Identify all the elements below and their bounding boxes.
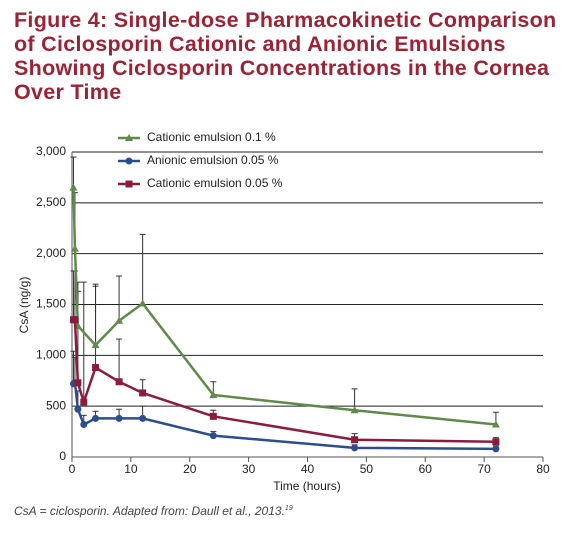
marker [125,134,133,141]
marker [125,180,133,188]
caption-text: CsA = ciclosporin. Adapted from: Daull e… [14,504,285,518]
marker [80,398,88,406]
marker [69,183,78,191]
caption: CsA = ciclosporin. Adapted from: Daull e… [14,504,293,518]
x-tick-label: 30 [242,462,256,476]
y-tick-label: 1,500 [36,297,66,311]
marker [74,405,82,413]
y-tick-label: 1,000 [36,348,66,362]
marker [71,316,79,324]
series-line [73,318,496,443]
marker [138,299,147,307]
y-tick-label: 2,000 [36,246,66,260]
legend-label: Anionic emulsion 0.05 % [147,153,279,167]
x-tick-label: 40 [301,462,315,476]
y-tick-label: 0 [59,449,66,463]
series-line [72,380,496,451]
marker [125,157,133,165]
marker [70,244,79,252]
x-tick-label: 80 [536,462,550,476]
x-axis-label: Time (hours) [273,479,341,493]
x-tick-label: 70 [477,462,491,476]
marker [139,414,147,422]
marker [209,412,217,420]
x-tick-label: 20 [183,462,197,476]
x-tick-label: 60 [419,462,433,476]
legend-label: Cationic emulsion 0.05 % [147,176,283,190]
caption-ref: 19 [284,505,293,512]
marker [351,444,359,452]
marker [115,316,124,324]
chart-title: Figure 4: Single-dose Pharmacokinetic Co… [14,8,557,104]
marker [80,420,88,428]
y-tick-label: 2,500 [36,195,66,209]
marker [350,406,359,414]
marker [139,389,147,397]
y-tick-label: 500 [46,398,66,412]
x-tick-label: 10 [124,462,138,476]
marker [491,420,500,428]
y-tick-label: 3,000 [36,144,66,158]
marker [92,414,100,422]
marker [492,445,500,453]
marker [492,438,500,446]
marker [92,364,100,372]
legend-label: Cationic emulsion 0.1 % [147,130,276,144]
marker [115,378,123,386]
marker [115,414,123,422]
marker [209,390,218,398]
x-tick-label: 50 [360,462,374,476]
marker [91,341,100,349]
marker [351,436,359,444]
marker [74,379,82,387]
y-axis-label: CsA (ng/g) [17,277,31,334]
x-tick-label: 0 [69,462,76,476]
marker [209,432,217,440]
